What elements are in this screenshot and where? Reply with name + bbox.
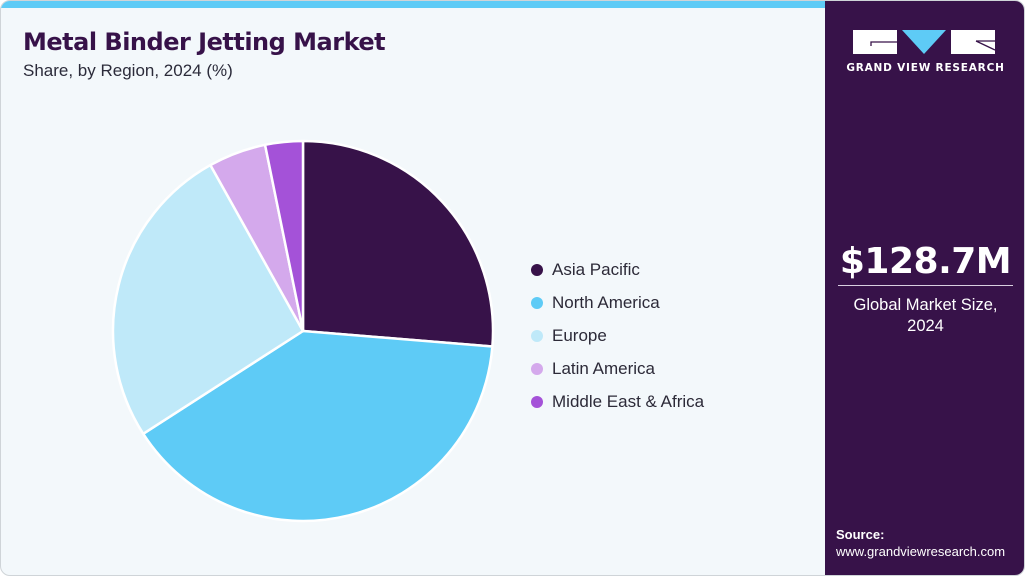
- legend-label: Europe: [552, 325, 607, 345]
- divider: [838, 285, 1013, 286]
- legend-swatch-icon: [531, 395, 543, 408]
- market-size-label-line2: 2024: [907, 317, 944, 335]
- legend-item-asia-pacific: Asia Pacific: [531, 254, 704, 287]
- chart-subtitle: Share, by Region, 2024 (%): [23, 61, 233, 80]
- legend-swatch-icon: [531, 362, 543, 375]
- market-size-label-line1: Global Market Size,: [853, 296, 998, 314]
- chart-area: Metal Binder Jetting Market Share, by Re…: [1, 1, 825, 575]
- accent-bar: [1, 1, 825, 8]
- legend-swatch-icon: [531, 329, 543, 342]
- market-size-label: Global Market Size, 2024: [825, 295, 1024, 337]
- pie-slice-europe: [111, 163, 305, 436]
- legend-label: Latin America: [552, 358, 655, 378]
- legend-swatch-icon: [531, 264, 543, 277]
- source-link[interactable]: www.grandviewresearch.com: [836, 544, 1006, 559]
- brand-name: GRAND VIEW RESEARCH: [846, 62, 1005, 74]
- legend-label: Middle East & Africa: [552, 391, 705, 411]
- pie-chart: [111, 139, 495, 523]
- pie-slice-asia-pacific: [301, 139, 495, 348]
- market-size-value: $128.7M: [839, 241, 1012, 282]
- legend-item-middle-east-africa: Middle East & Africa: [531, 385, 704, 418]
- legend-label: Asia Pacific: [552, 260, 640, 280]
- legend-item-north-america: North America: [531, 287, 704, 320]
- legend-swatch-icon: [531, 297, 543, 310]
- summary-panel: GRAND VIEW RESEARCH $128.7M Global Marke…: [825, 1, 1024, 575]
- legend-item-europe: Europe: [531, 320, 704, 353]
- chart-title: Metal Binder Jetting Market: [23, 28, 386, 56]
- legend-label: North America: [552, 293, 660, 313]
- source-label: Source:: [836, 527, 885, 542]
- legend-item-latin-america: Latin America: [531, 352, 704, 385]
- pie-slice-middle-east-africa: [263, 139, 305, 333]
- chart-legend: Asia Pacific North America Europe Latin …: [531, 254, 704, 418]
- gvr-logo-icon: [853, 30, 995, 54]
